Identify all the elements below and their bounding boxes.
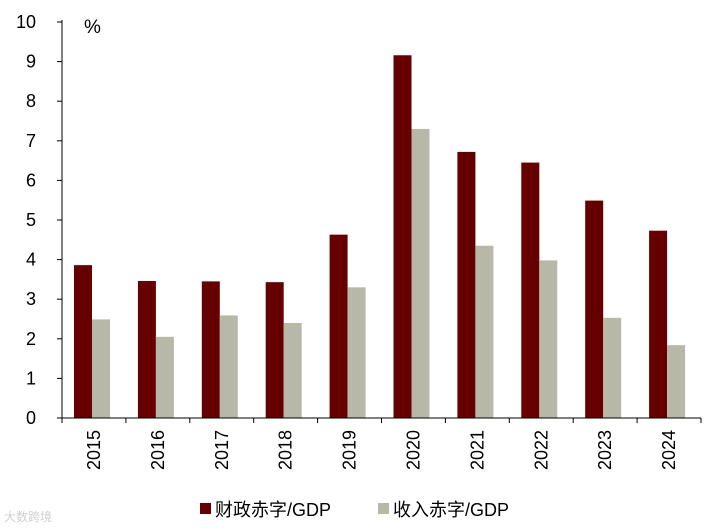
bar-fiscal-deficit-2019 — [329, 234, 348, 418]
legend: 财政赤字/GDP 收入赤字/GDP — [200, 500, 509, 520]
y-tick-label: 4 — [26, 250, 36, 270]
legend-label-revenue-deficit: 收入赤字/GDP — [393, 500, 509, 520]
bar-revenue-deficit-2017 — [219, 315, 238, 418]
x-tick-label-2015: 2015 — [84, 430, 104, 470]
bar-revenue-deficit-2024 — [667, 345, 686, 418]
legend-swatch-fiscal-deficit — [200, 503, 211, 514]
bar-fiscal-deficit-2022 — [521, 162, 540, 418]
y-tick-label: 0 — [26, 408, 36, 428]
watermark: 大数跨境 — [4, 510, 53, 524]
bar-revenue-deficit-2015 — [92, 319, 110, 418]
bar-revenue-deficit-2019 — [347, 287, 366, 418]
x-tick-label-2018: 2018 — [276, 430, 296, 470]
bar-fiscal-deficit-2018 — [265, 282, 284, 418]
bars-group — [74, 55, 686, 419]
y-tick-label: 1 — [26, 368, 36, 388]
bar-fiscal-deficit-2020 — [393, 55, 412, 418]
x-tick-label-2023: 2023 — [595, 430, 615, 470]
y-tick-label: 8 — [26, 91, 36, 111]
bar-revenue-deficit-2016 — [155, 336, 174, 418]
bar-revenue-deficit-2023 — [603, 317, 622, 418]
bar-revenue-deficit-2021 — [475, 245, 494, 418]
bar-revenue-deficit-2018 — [283, 322, 302, 418]
bar-fiscal-deficit-2024 — [649, 230, 668, 418]
bar-fiscal-deficit-2016 — [137, 280, 156, 418]
legend-label-fiscal-deficit: 财政赤字/GDP — [215, 500, 331, 520]
y-tick-label: 6 — [26, 170, 36, 190]
axes-group: 0 1 2 3 4 5 6 7 8 9 10 % 2015 2016 2017 2018 2019 2020 202… — [16, 12, 702, 470]
y-tick-label: 2 — [26, 329, 36, 349]
bar-fiscal-deficit-2015 — [74, 265, 92, 418]
x-tick-label-2024: 2024 — [659, 430, 679, 470]
x-tick-label-2021: 2021 — [467, 430, 487, 470]
legend-swatch-revenue-deficit — [378, 503, 389, 514]
y-tick-label: 9 — [26, 52, 36, 72]
y-tick-label: 7 — [26, 131, 36, 151]
bar-revenue-deficit-2020 — [411, 128, 430, 419]
x-tick-label-2022: 2022 — [531, 430, 551, 470]
x-tick-label-2020: 2020 — [403, 430, 423, 470]
x-tick-label-2019: 2019 — [340, 430, 360, 470]
y-tick-label: 10 — [16, 12, 36, 32]
bar-fiscal-deficit-2021 — [457, 151, 476, 418]
y-tick-label: 3 — [26, 289, 36, 309]
x-tick-label-2016: 2016 — [148, 430, 168, 470]
bar-fiscal-deficit-2023 — [585, 200, 604, 418]
y-tick-label: 5 — [26, 210, 36, 230]
bar-revenue-deficit-2022 — [539, 260, 558, 418]
bar-fiscal-deficit-2017 — [201, 281, 220, 418]
x-tick-label-2017: 2017 — [212, 430, 232, 470]
y-unit-label: % — [84, 17, 101, 38]
